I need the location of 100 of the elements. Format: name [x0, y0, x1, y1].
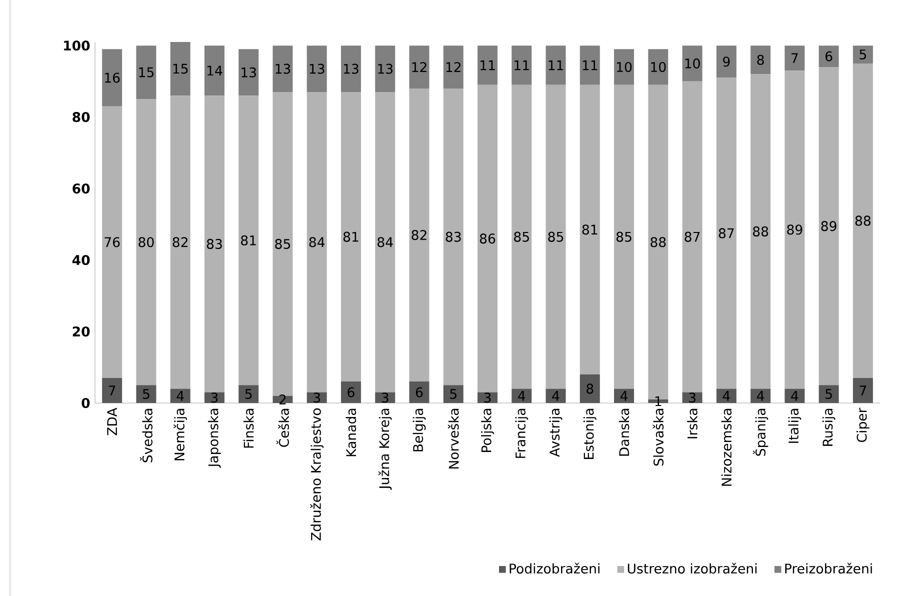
bar — [614, 84, 634, 389]
bar — [102, 49, 122, 106]
bar — [340, 382, 361, 403]
bar — [170, 96, 190, 389]
data-label: 87 — [718, 228, 734, 238]
data-label: 6 — [826, 51, 832, 62]
x-tick-label: Češka — [276, 408, 289, 447]
x-tick-label: Poljska — [481, 408, 494, 452]
data-label: 84 — [378, 237, 393, 248]
data-label: 14 — [207, 66, 222, 76]
data-label: 11 — [582, 60, 598, 70]
bar — [852, 63, 873, 378]
bar — [170, 388, 190, 403]
data-label: 4 — [552, 391, 560, 401]
data-label: 3 — [689, 392, 696, 403]
bar — [443, 385, 464, 403]
data-label: 15 — [139, 67, 154, 78]
data-label: 85 — [548, 232, 564, 242]
bar — [716, 46, 736, 78]
bar — [580, 374, 600, 403]
bar — [409, 46, 430, 88]
data-label: 5 — [860, 50, 866, 60]
bar — [818, 67, 839, 386]
legend-label: Podizobraženi — [510, 562, 600, 574]
data-label: 5 — [245, 389, 252, 399]
data-label: 9 — [723, 56, 730, 67]
data-label: 80 — [138, 237, 154, 248]
data-label: 89 — [787, 224, 802, 235]
data-label: 13 — [276, 64, 290, 74]
data-label: 11 — [548, 60, 563, 70]
data-label: 3 — [382, 392, 388, 403]
bar — [716, 388, 736, 403]
bar — [409, 88, 430, 382]
data-label: 10 — [617, 62, 632, 72]
bar — [272, 46, 293, 92]
data-label: 11 — [514, 60, 529, 70]
bar — [375, 46, 396, 92]
data-label: 13 — [378, 64, 393, 74]
x-tick-label: Kanada — [346, 408, 356, 456]
data-label: 81 — [343, 232, 358, 242]
bar — [716, 78, 736, 389]
data-label: 82 — [172, 237, 188, 248]
data-label: 86 — [480, 234, 496, 244]
data-label: 13 — [310, 64, 324, 74]
data-label: 85 — [275, 238, 290, 249]
x-tick-label: Irska — [687, 408, 698, 438]
data-label: 7 — [792, 53, 798, 63]
bar — [512, 46, 532, 85]
bar — [784, 388, 805, 403]
data-label: 8 — [757, 54, 764, 65]
bar — [443, 46, 464, 88]
bar — [512, 84, 532, 389]
bar — [443, 88, 464, 386]
data-label: 3 — [484, 392, 491, 403]
data-label: 88 — [650, 237, 666, 248]
bar — [238, 385, 259, 403]
bar — [102, 106, 122, 378]
legend-label: Ustrezno izobraženi — [628, 562, 757, 574]
bar — [512, 388, 532, 403]
data-label: 5 — [142, 389, 150, 399]
data-label: 7 — [860, 386, 866, 396]
bar — [102, 378, 122, 403]
y-tick-label: 20 — [72, 326, 90, 337]
bar — [750, 388, 771, 403]
data-label: 7 — [108, 386, 116, 396]
bar — [478, 46, 498, 85]
data-label: 5 — [826, 389, 832, 399]
data-label: 10 — [685, 58, 700, 68]
data-label: 5 — [450, 389, 456, 399]
y-tick-label: 0 — [82, 398, 90, 408]
x-tick-label: Slovaška — [652, 408, 664, 466]
bar — [409, 382, 430, 403]
data-label: 13 — [344, 64, 358, 74]
bar — [136, 46, 156, 100]
data-label: 2 — [279, 394, 286, 404]
bar — [852, 378, 873, 403]
data-label: 16 — [105, 72, 120, 83]
bar — [546, 84, 566, 389]
data-label: 12 — [446, 62, 460, 72]
y-tick-label: 60 — [72, 184, 90, 194]
data-label: 4 — [620, 391, 628, 401]
y-tick-label: 40 — [72, 254, 90, 266]
data-label: 83 — [446, 232, 461, 242]
x-tick-label: Švedska — [140, 408, 152, 462]
x-tick-label: Nemčija — [174, 408, 188, 460]
data-label: 85 — [514, 232, 529, 242]
bar — [784, 46, 805, 71]
data-label: 87 — [684, 232, 700, 242]
x-tick-label: Japonska — [208, 408, 221, 468]
data-label: 11 — [480, 60, 495, 70]
bar — [750, 74, 771, 389]
x-tick-label: Estonija — [583, 408, 596, 459]
bar — [306, 92, 327, 392]
data-label: 88 — [752, 226, 768, 236]
x-tick-label: ZDA — [107, 408, 117, 436]
bar — [272, 396, 293, 403]
x-tick-label: Nizozemska — [721, 408, 732, 486]
data-label: 12 — [412, 62, 426, 72]
data-label: 6 — [348, 387, 354, 398]
data-label: 89 — [821, 221, 836, 232]
